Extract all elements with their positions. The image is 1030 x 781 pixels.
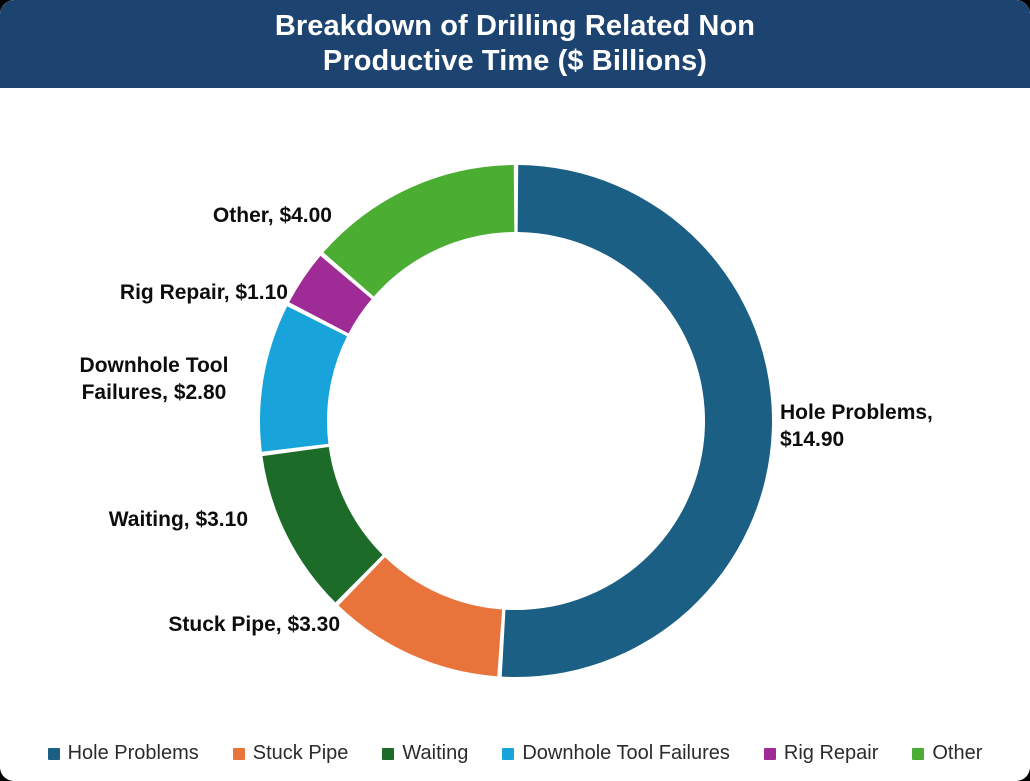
legend-item-label: Waiting — [402, 742, 469, 764]
donut-slice[interactable] — [323, 165, 515, 297]
donut-slice[interactable] — [260, 306, 348, 452]
legend-item[interactable]: Downhole Tool Failures — [502, 742, 730, 765]
data-label-waiting: Waiting, $3.10 — [108, 508, 248, 531]
legend-swatch-icon — [502, 747, 515, 760]
legend-item-label: Downhole Tool Failures — [522, 742, 730, 764]
legend-swatch-icon — [232, 747, 245, 760]
legend-item-label: Hole Problems — [67, 742, 199, 764]
legend-item[interactable]: Waiting — [382, 742, 468, 765]
donut-slice[interactable] — [289, 255, 372, 334]
donut-slice[interactable] — [338, 557, 503, 677]
chart-legend: Hole Problems Stuck Pipe Waiting Downhole T… — [0, 726, 1030, 781]
legend-swatch-icon — [763, 747, 776, 760]
legend-item-label: Other — [932, 742, 983, 764]
page-title: Breakdown of Drilling Related Non Produc… — [274, 9, 756, 77]
legend-swatch-icon — [382, 747, 395, 760]
legend-item[interactable]: Hole Problems — [47, 742, 199, 765]
legend-swatch-icon — [47, 747, 60, 760]
legend-item-label: Rig Repair — [783, 742, 879, 764]
data-label-downhole-tool-failures: Downhole Tool Failures, $2.80 — [79, 354, 229, 404]
legend-item[interactable]: Rig Repair — [763, 742, 879, 765]
donut-slice[interactable] — [262, 446, 383, 603]
donut-slice-group — [260, 165, 773, 678]
legend-item[interactable]: Stuck Pipe — [232, 742, 349, 765]
legend-item[interactable]: Other — [912, 742, 982, 765]
data-label-stuck-pipe: Stuck Pipe, $3.30 — [168, 613, 340, 636]
data-label-other: Other, $4.00 — [212, 204, 332, 227]
donut-slice[interactable] — [501, 165, 773, 678]
chart-title-banner: Breakdown of Drilling Related Non Produc… — [0, 0, 1030, 88]
data-label-hole-problems: Hole Problems, $14.90 — [780, 401, 933, 451]
data-label-rig-repair: Rig Repair, $1.10 — [119, 281, 288, 304]
legend-swatch-icon — [912, 747, 925, 760]
legend-item-label: Stuck Pipe — [252, 742, 349, 764]
plot-area — [0, 88, 1030, 726]
